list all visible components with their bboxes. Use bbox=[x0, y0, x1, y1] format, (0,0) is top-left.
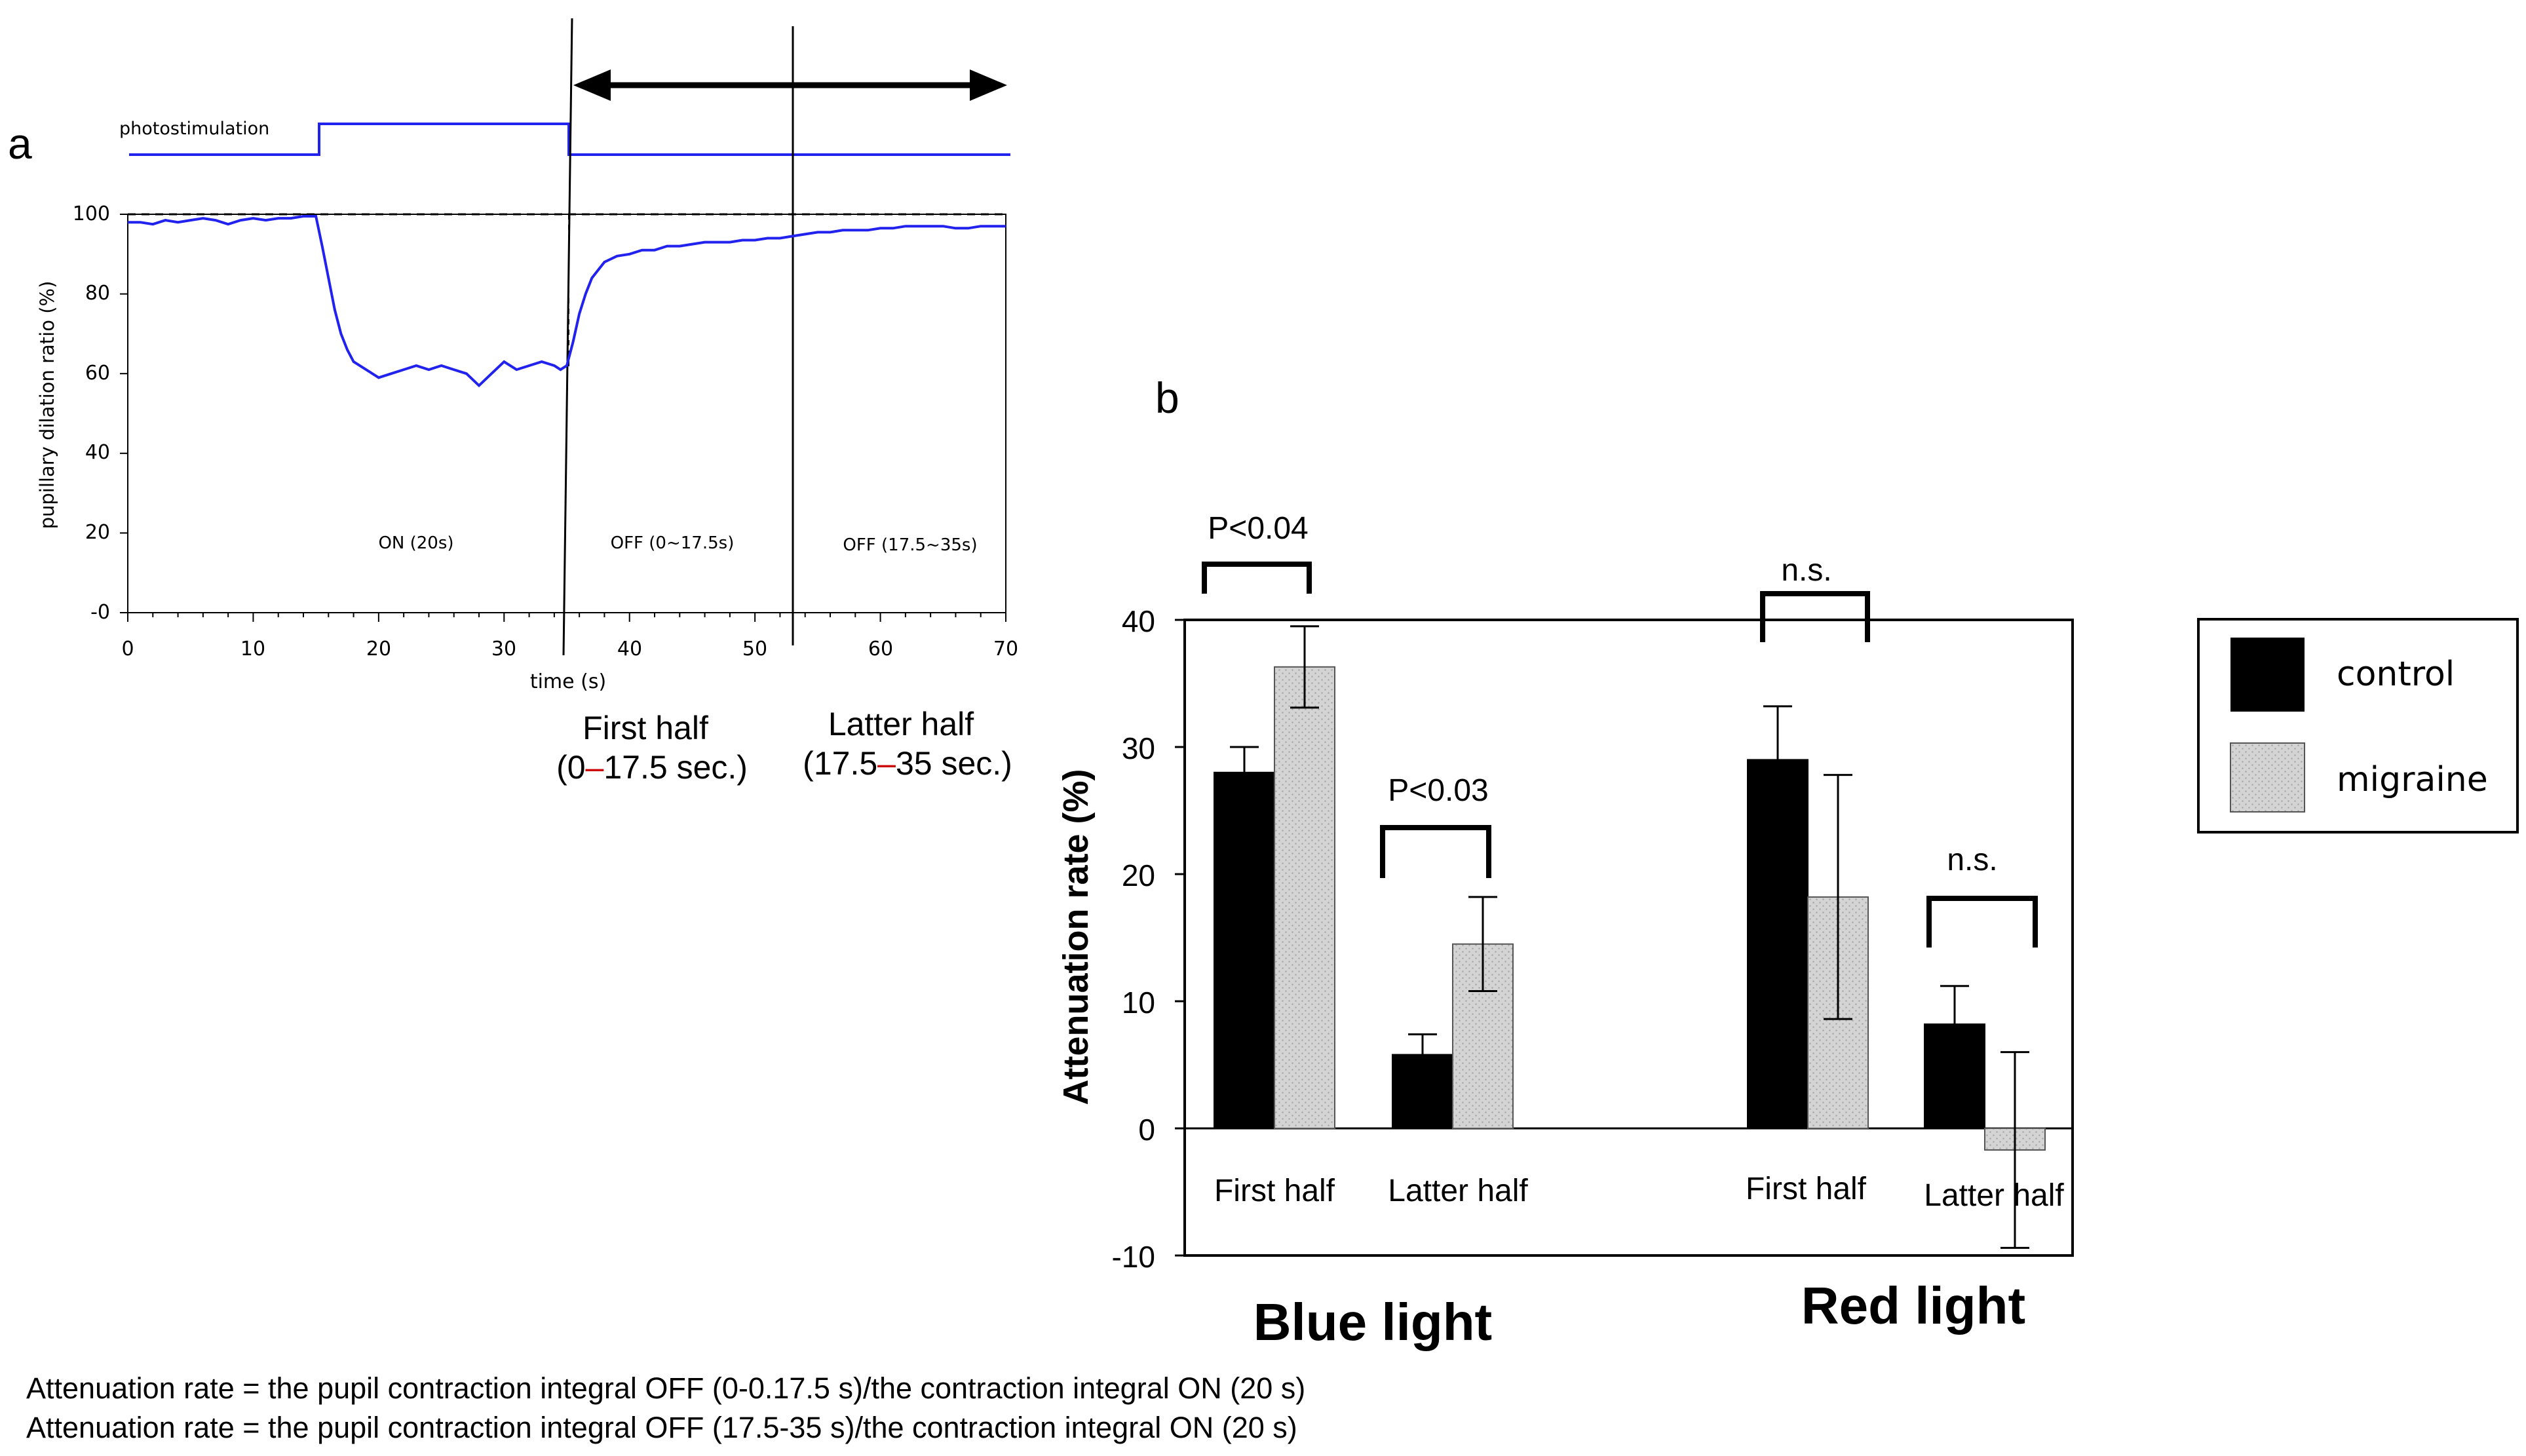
first-half-range: (0–17.5 sec.) bbox=[556, 749, 748, 786]
panel-b-label: b bbox=[1155, 374, 1179, 422]
footnote-2: Attenuation rate = the pupil contraction… bbox=[26, 1411, 1297, 1444]
a-ytick: 20 bbox=[85, 521, 110, 544]
a-xtick: 70 bbox=[993, 638, 1018, 661]
a-xtick: 20 bbox=[366, 638, 391, 661]
stimulus-trace bbox=[129, 123, 1010, 156]
plot-b-ticks bbox=[1175, 619, 1185, 1257]
a-xtick: 0 bbox=[121, 638, 134, 661]
b-ylabel: Attenuation rate (%) bbox=[1056, 769, 1096, 1105]
sig-label: P<0.04 bbox=[1208, 511, 1308, 546]
a-xtick: 60 bbox=[868, 638, 893, 661]
phase-off1-label: OFF (0~17.5s) bbox=[611, 533, 735, 553]
category-label: Latter half bbox=[1924, 1178, 2064, 1213]
phase-off2-label: OFF (17.5~35s) bbox=[843, 535, 977, 555]
sig-bracket-blue-first: P<0.04 bbox=[1202, 511, 1312, 594]
a-ylabel: pupillary dilation ratio (%) bbox=[36, 281, 58, 529]
sig-label: P<0.03 bbox=[1388, 773, 1488, 808]
a-ytick: 60 bbox=[85, 362, 110, 385]
a-xtick: 40 bbox=[617, 638, 642, 661]
legend: control migraine bbox=[2197, 618, 2519, 833]
pupil-trace bbox=[128, 215, 1006, 388]
footnote-1: Attenuation rate = the pupil contraction… bbox=[26, 1371, 1305, 1405]
bar-control bbox=[1747, 759, 1808, 1129]
sig-bracket-red-first: n.s. bbox=[1760, 553, 1870, 642]
latter-half-caption: Latter half bbox=[828, 706, 974, 742]
a-xtick: 30 bbox=[491, 638, 516, 661]
panel-a-label: a bbox=[8, 119, 32, 168]
bars bbox=[1214, 666, 2046, 1151]
b-ytick: -10 bbox=[1112, 1240, 1155, 1274]
phase-divider-1 bbox=[562, 18, 573, 656]
b-ytick: 40 bbox=[1122, 604, 1155, 638]
sig-bracket-red-latter: n.s. bbox=[1926, 843, 2038, 948]
error-bars bbox=[1230, 625, 2029, 1249]
a-ytick: 40 bbox=[85, 441, 110, 464]
off-period-arrow bbox=[573, 69, 1007, 101]
a-xtick: 50 bbox=[742, 638, 767, 661]
bar-migraine bbox=[1274, 666, 1335, 1129]
plot-a-ticks bbox=[120, 214, 1006, 622]
phase-on-label: ON (20s) bbox=[378, 533, 453, 553]
category-label: Latter half bbox=[1388, 1174, 1528, 1208]
b-ytick: 0 bbox=[1138, 1113, 1155, 1147]
bar-control bbox=[1214, 771, 1275, 1130]
b-ytick: 30 bbox=[1122, 731, 1155, 765]
a-xlabel: time (s) bbox=[530, 670, 606, 693]
first-half-caption: First half bbox=[583, 710, 708, 746]
legend-migraine-label: migraine bbox=[2337, 760, 2488, 799]
red-light-label: Red light bbox=[1801, 1276, 2025, 1335]
plot-a-frame bbox=[127, 214, 1006, 613]
a-ytick: 80 bbox=[85, 282, 110, 305]
sig-label: n.s. bbox=[1947, 843, 1997, 877]
b-ytick: 10 bbox=[1122, 986, 1155, 1020]
legend-control-swatch bbox=[2230, 638, 2305, 712]
photostimulation-label: photostimulation bbox=[119, 119, 269, 139]
category-label: First half bbox=[1214, 1174, 1335, 1208]
sig-label: n.s. bbox=[1781, 553, 1831, 588]
b-ytick: 20 bbox=[1122, 858, 1155, 892]
blue-light-label: Blue light bbox=[1253, 1293, 1492, 1351]
latter-half-range: (17.5–35 sec.) bbox=[803, 745, 1012, 782]
a-ytick: -0 bbox=[90, 601, 110, 624]
plot-b-frame bbox=[1183, 619, 2074, 1257]
sig-bracket-blue-latter: P<0.03 bbox=[1380, 773, 1491, 878]
category-label: First half bbox=[1746, 1172, 1867, 1206]
legend-migraine-swatch bbox=[2230, 742, 2305, 813]
a-xtick: 10 bbox=[240, 638, 265, 661]
a-ytick: 100 bbox=[73, 202, 110, 225]
legend-control-label: control bbox=[2337, 655, 2455, 694]
